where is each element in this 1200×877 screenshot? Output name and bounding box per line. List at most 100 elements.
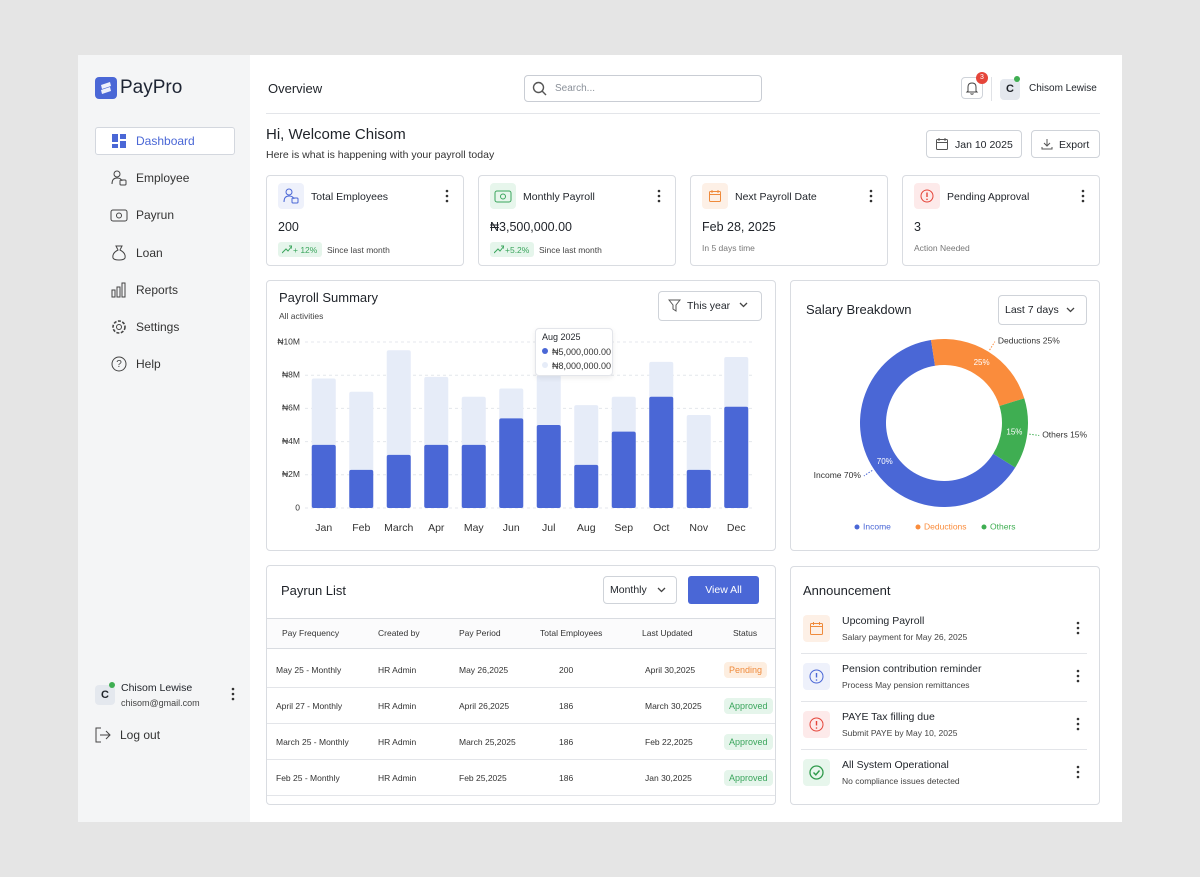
more-button[interactable] (869, 189, 873, 203)
x-tick-label: Jul (542, 522, 555, 534)
column-header: Pay Frequency (282, 628, 340, 638)
more-button[interactable] (445, 189, 449, 203)
dot (1076, 775, 1080, 779)
callout-value: 70% (844, 470, 861, 480)
announcement-card (790, 566, 1100, 805)
table-cell: March 25 - Monthly (276, 737, 349, 747)
table-cell: 186 (559, 773, 574, 783)
export-label: Export (1059, 139, 1090, 151)
announcement-icon (809, 669, 824, 684)
user-avatar: C (1000, 79, 1020, 100)
nav-item[interactable]: Help (136, 357, 161, 371)
legend-swatch (981, 524, 987, 530)
tooltip-value: ₦5,000,000.00 (552, 347, 612, 357)
y-tick-label: 0 (295, 502, 300, 512)
notification-badge: 3 (976, 72, 988, 84)
callout-line (989, 341, 996, 351)
stat-icon (283, 188, 299, 204)
dot (1076, 626, 1080, 630)
table-cell: HR Admin (378, 737, 417, 747)
more-button[interactable] (1076, 765, 1080, 779)
x-tick-label: Sep (614, 522, 633, 534)
trend-icon (494, 245, 504, 254)
more-button[interactable] (657, 189, 661, 203)
card-title: Payrun List (281, 583, 347, 598)
logout-button[interactable]: Log out (120, 728, 161, 742)
bar (611, 431, 636, 508)
bell-icon (965, 82, 979, 95)
nav-item[interactable]: Dashboard (136, 134, 195, 148)
nav-item[interactable]: Payrun (136, 208, 175, 222)
nav-item[interactable]: Loan (136, 246, 163, 260)
date-label: Jan 10 2025 (955, 139, 1013, 151)
table-cell: March 25,2025 (459, 737, 516, 747)
callout-name: Deductions (998, 336, 1041, 346)
chevron (657, 587, 666, 593)
bar (686, 469, 711, 508)
legend-swatch (915, 524, 921, 530)
status-badge: Approved (724, 698, 773, 714)
nav-icon (112, 134, 126, 148)
y-tick-label: ₦8M (282, 369, 300, 379)
callout-line (863, 469, 873, 477)
dot (1076, 631, 1080, 635)
more-button[interactable] (231, 686, 235, 702)
x-tick-label: Dec (727, 522, 746, 534)
more-button[interactable] (1076, 621, 1080, 635)
view-all-button[interactable]: View All (688, 576, 759, 604)
nav-item[interactable]: Settings (136, 320, 180, 334)
more-button[interactable] (1081, 189, 1085, 203)
announcement-title: PAYE Tax filling due (842, 711, 935, 723)
welcome-title: Hi, Welcome Chisom (266, 126, 406, 143)
stat-title: Next Payroll Date (735, 191, 817, 203)
table-header (267, 618, 775, 649)
nav-icon (111, 170, 127, 186)
tooltip-title: Aug 2025 (542, 332, 581, 342)
table-cell: 186 (559, 737, 574, 747)
nav-item[interactable]: Reports (136, 283, 179, 297)
dot (1076, 679, 1080, 683)
nav-active-background[interactable] (95, 127, 235, 155)
announcement-subtitle: No compliance issues detected (842, 776, 960, 786)
period-dropdown[interactable] (603, 576, 677, 604)
item-divider (801, 653, 1087, 654)
announcement-icon-box (803, 759, 830, 786)
bar (536, 425, 561, 508)
stat-value: 200 (278, 220, 299, 234)
table-cell: Feb 25,2025 (459, 773, 507, 783)
stat-title: Pending Approval (947, 191, 1030, 203)
more-button[interactable] (1076, 669, 1080, 683)
download-icon (1041, 139, 1053, 150)
bar (724, 406, 749, 508)
row-divider (267, 759, 775, 760)
donut-segment (860, 340, 1016, 507)
user-name: Chisom Lewise (121, 682, 193, 694)
announcement-title: Upcoming Payroll (842, 615, 925, 627)
callout-name: Income (814, 470, 842, 480)
export-button[interactable] (1031, 130, 1100, 158)
search-box[interactable] (524, 75, 762, 102)
donut-segment (930, 339, 1025, 406)
announcement-icon (809, 717, 824, 732)
announcement-icon (809, 765, 824, 780)
item-divider (801, 701, 1087, 702)
filter-icon (668, 299, 681, 312)
logo-icon (95, 77, 117, 99)
y-tick-label: ₦10M (277, 336, 300, 346)
legend-label: Deductions (924, 521, 967, 531)
payrun-card (266, 565, 776, 805)
nav-icon (112, 320, 126, 334)
nav-item[interactable]: Employee (136, 171, 190, 185)
announcement-subtitle: Salary payment for May 26, 2025 (842, 632, 968, 642)
x-tick-label: Feb (352, 522, 370, 534)
filter-dropdown[interactable] (658, 291, 762, 321)
page-title: Overview (268, 81, 323, 96)
nav-icon (111, 282, 126, 298)
more-button[interactable] (1076, 717, 1080, 731)
stat-icon-box (702, 183, 728, 209)
dropdown-label: Monthly (610, 584, 647, 596)
date-button[interactable] (926, 130, 1022, 158)
trend-icon (282, 245, 292, 254)
